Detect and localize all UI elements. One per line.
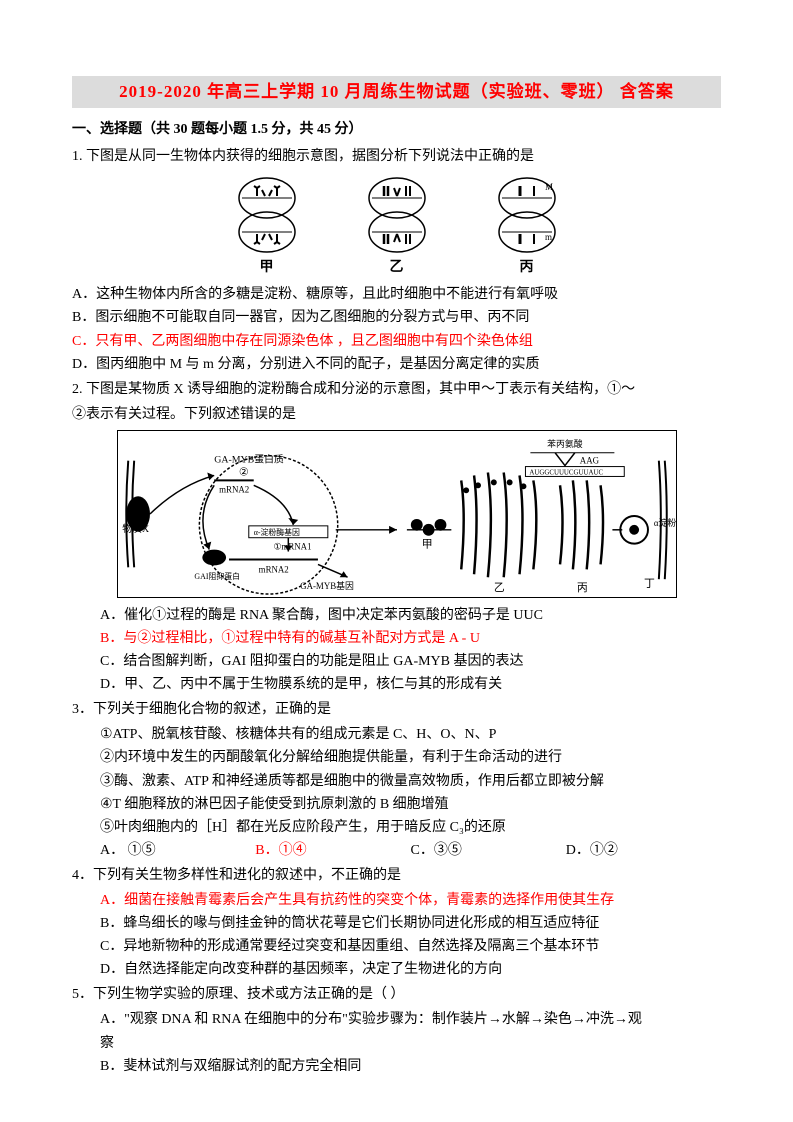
q2-stem-line1: 2. 下图是某物质 X 诱导细胞的淀粉酶合成和分泌的示意图，其中甲～丁表示有关结…	[72, 378, 721, 401]
svg-text:①mRNA1: ①mRNA1	[273, 541, 311, 551]
exam-title: 2019-2020 年高三上学期 10 月周练生物试题（实验班、零班） 含答案	[72, 76, 721, 108]
q2-opt-d: D．甲、乙、丙中不属于生物膜系统的是甲，核仁与其的形成有关	[72, 673, 721, 696]
svg-text:GAI阻抑蛋白: GAI阻抑蛋白	[194, 571, 240, 581]
q3-stem: 3．下列关于细胞化合物的叙述，正确的是	[72, 698, 721, 721]
q1-fig-yi: 乙	[362, 176, 432, 279]
q4-opt-b: B．蜂鸟细长的喙与倒挂金钟的筒状花萼是它们长期协同进化形成的相互适应特征	[72, 912, 721, 935]
q1-stem: 1. 下图是从同一生物体内获得的细胞示意图，据图分析下列说法中正确的是	[72, 145, 721, 168]
svg-text:GA-MYB基因: GA-MYB基因	[300, 580, 354, 591]
q1-label-jia: 甲	[260, 256, 274, 279]
q3-line5: ⑤叶肉细胞内的［H］都在光反应阶段产生，用于暗反应 C₃的还原	[72, 816, 721, 839]
q3-opt-b: B．①④	[255, 839, 410, 862]
svg-text:②: ②	[238, 466, 248, 478]
q4-opt-a: A．细菌在接触青霉素后会产生具有抗药性的突变个体，青霉素的选择作用使其生存	[72, 889, 721, 912]
q3-line3: ③酶、激素、ATP 和神经递质等都是细胞中的微量高效物质，作用后都立即被分解	[72, 770, 721, 793]
svg-text:α-淀粉酶基因: α-淀粉酶基因	[253, 527, 299, 537]
q2-figure: 物质X GA-MYB蛋白质 ② mRNA2 α-淀粉酶基因 ①mRNA1 mRN…	[72, 430, 721, 598]
question-1: 1. 下图是从同一生物体内获得的细胞示意图，据图分析下列说法中正确的是 甲	[72, 145, 721, 376]
question-2: 2. 下图是某物质 X 诱导细胞的淀粉酶合成和分泌的示意图，其中甲～丁表示有关结…	[72, 378, 721, 697]
q1-opt-a: A．这种生物体内所含的多糖是淀粉、糖原等，且此时细胞中不能进行有氧呼吸	[72, 283, 721, 306]
q3-line2: ②内环境中发生的丙酮酸氧化分解给细胞提供能量，有利于生命活动的进行	[72, 746, 721, 769]
q5-stem: 5．下列生物学实验的原理、技术或方法正确的是（ ）	[72, 983, 721, 1006]
q2-stem-line2: ②表示有关过程。下列叙述错误的是	[72, 403, 721, 426]
q5-opt-a-line1: A．"观察 DNA 和 RNA 在细胞中的分布"实验步骤为：制作装片→水解→染色…	[72, 1008, 721, 1031]
question-3: 3．下列关于细胞化合物的叙述，正确的是 ①ATP、脱氧核苷酸、核糖体共有的组成元…	[72, 698, 721, 862]
svg-text:苯丙氨酸: 苯丙氨酸	[547, 438, 583, 449]
q1-opt-d: D．图丙细胞中 M 与 m 分离，分别进入不同的配子，是基因分离定律的实质	[72, 353, 721, 376]
q4-opt-c: C．异地新物种的形成通常要经过突变和基因重组、自然选择及隔离三个基本环节	[72, 935, 721, 958]
svg-text:丁: 丁	[644, 578, 655, 590]
svg-text:M: M	[545, 182, 553, 192]
svg-text:α淀粉酶: α淀粉酶	[653, 517, 676, 528]
q1-fig-jia: 甲	[232, 176, 302, 279]
q5-opt-a-line2: 察	[72, 1032, 721, 1055]
cell-diagram-icon	[362, 176, 432, 254]
q1-fig-bing: M m 丙	[492, 176, 562, 279]
svg-text:GA-MYB蛋白质: GA-MYB蛋白质	[214, 453, 284, 466]
q3-line4: ④T 细胞释放的淋巴因子能使受到抗原刺激的 B 细胞增殖	[72, 793, 721, 816]
q1-label-yi: 乙	[390, 256, 404, 279]
section-1-heading: 一、选择题（共 30 题每小题 1.5 分，共 45 分）	[72, 118, 721, 141]
q3-opt-d: D．①②	[566, 839, 721, 862]
q2-opt-b: B．与②过程相比，①过程中特有的碱基互补配对方式是 A - U	[72, 627, 721, 650]
q5-opt-b: B．斐林试剂与双缩脲试剂的配方完全相同	[72, 1055, 721, 1078]
svg-text:AUGGCUUUCGUUAUC: AUGGCUUUCGUUAUC	[529, 469, 603, 476]
svg-text:丙: 丙	[576, 582, 587, 594]
q1-label-bing: 丙	[520, 256, 534, 279]
svg-text:mRNA2: mRNA2	[258, 564, 288, 574]
svg-text:mRNA2: mRNA2	[219, 484, 249, 494]
q2-opt-c: C．结合图解判断，GAI 阻抑蛋白的功能是阻止 GA-MYB 基因的表达	[72, 650, 721, 673]
q2-opt-a: A．催化①过程的酶是 RNA 聚合酶，图中决定苯丙氨酸的密码子是 UUC	[72, 604, 721, 627]
q3-options-row: A． ①⑤ B．①④ C．③⑤ D．①②	[72, 839, 721, 862]
cell-diagram-icon: M m	[492, 176, 562, 254]
question-5: 5．下列生物学实验的原理、技术或方法正确的是（ ） A．"观察 DNA 和 RN…	[72, 983, 721, 1077]
q1-figure-row: 甲 乙 M	[72, 176, 721, 279]
svg-text:AAG: AAG	[579, 455, 599, 465]
svg-text:m: m	[545, 232, 552, 242]
cell-diagram-icon	[232, 176, 302, 254]
svg-text:乙: 乙	[493, 581, 504, 594]
svg-text:物质X: 物质X	[122, 522, 149, 535]
q3-opt-a: A． ①⑤	[100, 839, 255, 862]
q3-line1: ①ATP、脱氧核苷酸、核糖体共有的组成元素是 C、H、O、N、P	[72, 723, 721, 746]
q1-opt-c: C．只有甲、乙两图细胞中存在同源染色体 ，且乙图细胞中有四个染色体组	[72, 330, 721, 353]
q1-opt-b: B．图示细胞不可能取自同一器官，因为乙图细胞的分裂方式与甲、丙不同	[72, 306, 721, 329]
q4-opt-d: D．自然选择能定向改变种群的基因频率，决定了生物进化的方向	[72, 958, 721, 981]
question-4: 4．下列有关生物多样性和进化的叙述中，不正确的是 A．细菌在接触青霉素后会产生具…	[72, 864, 721, 981]
q3-opt-c: C．③⑤	[411, 839, 566, 862]
protein-synthesis-diagram-icon: 物质X GA-MYB蛋白质 ② mRNA2 α-淀粉酶基因 ①mRNA1 mRN…	[117, 430, 677, 598]
q4-stem: 4．下列有关生物多样性和进化的叙述中，不正确的是	[72, 864, 721, 887]
svg-text:甲: 甲	[421, 538, 432, 550]
